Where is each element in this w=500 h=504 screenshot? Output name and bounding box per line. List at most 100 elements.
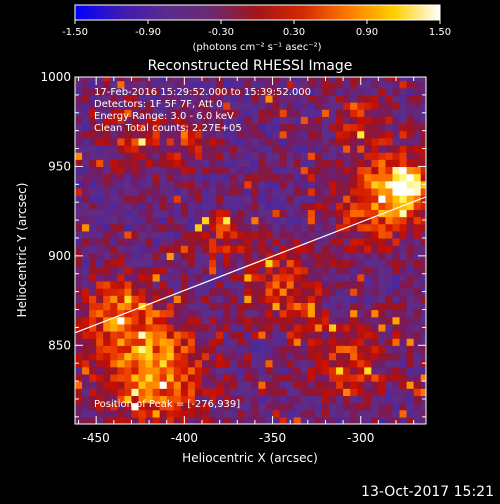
heatmap-cell [187, 302, 196, 311]
heatmap-cell [216, 159, 224, 168]
heatmap-cell [272, 144, 281, 153]
heatmap-cell [413, 223, 422, 232]
heatmap-cell [173, 166, 182, 175]
heatmap-cell [350, 388, 358, 396]
heatmap-cell [286, 266, 295, 275]
heatmap-cell [82, 273, 90, 282]
heatmap-cell [392, 202, 401, 210]
heatmap-cell [336, 295, 344, 303]
heatmap-cell [201, 216, 210, 225]
heatmap-cell [420, 373, 426, 382]
heatmap-cell [314, 144, 323, 153]
heatmap-cell [187, 123, 196, 132]
heatmap-cell [272, 123, 281, 132]
heatmap-cell [251, 245, 260, 253]
heatmap-cell [364, 216, 372, 225]
heatmap-cell [216, 388, 224, 396]
heatmap-cell [103, 402, 111, 411]
heatmap-cell [96, 159, 104, 168]
heatmap-cell [413, 373, 422, 382]
heatmap-cell [131, 245, 140, 253]
heatmap-cell [364, 345, 372, 354]
heatmap-cell [321, 94, 330, 103]
heatmap-cell [103, 259, 111, 268]
heatmap-cell [413, 323, 422, 332]
heatmap-cell [406, 381, 415, 389]
heatmap-cell [406, 237, 415, 246]
heatmap-cell [89, 402, 97, 411]
heatmap-cell [336, 130, 344, 139]
heatmap-cell [420, 137, 426, 146]
heatmap-cell [314, 195, 323, 203]
heatmap-cell [357, 195, 365, 203]
heatmap-cell [364, 123, 372, 132]
heatmap-cell [230, 245, 238, 253]
heatmap-cell [293, 223, 302, 232]
heatmap-cell [307, 130, 316, 139]
colorbar [74, 4, 441, 21]
heatmap-cell [378, 245, 387, 253]
heatmap-cell [230, 288, 238, 296]
heatmap-cell [251, 359, 260, 368]
heatmap-cell [279, 137, 288, 146]
heatmap-cell [371, 302, 379, 311]
heatmap-cell [307, 323, 316, 332]
heatmap-cell [159, 130, 168, 139]
heatmap-cell [293, 316, 302, 325]
heatmap-cell [138, 123, 147, 132]
heatmap-cell [187, 280, 196, 289]
heatmap-cell [300, 381, 309, 389]
heatmap-cell [166, 395, 175, 404]
heatmap-cell [166, 366, 175, 375]
heatmap-cell [364, 87, 372, 96]
heatmap-cell [223, 94, 231, 103]
heatmap-cell [82, 409, 90, 418]
heatmap-cell [307, 152, 316, 160]
heatmap-cell [244, 309, 252, 318]
heatmap-cell [230, 130, 238, 139]
heatmap-cell [230, 345, 238, 354]
heatmap-cell [145, 223, 154, 232]
heatmap-cell [399, 402, 408, 411]
heatmap-cell [371, 316, 379, 325]
heatmap-cell [89, 137, 97, 146]
heatmap-cell [265, 288, 274, 296]
heatmap-cell [194, 373, 203, 382]
heatmap-cell [96, 144, 104, 153]
heatmap-cell [420, 316, 426, 325]
heatmap-cell [314, 388, 323, 396]
heatmap-cell [279, 80, 288, 89]
heatmap-cell [371, 266, 379, 275]
heatmap-cell [152, 245, 161, 253]
heatmap-cell [194, 152, 203, 160]
heatmap-cell [89, 209, 97, 218]
heatmap-cell [194, 173, 203, 182]
heatmap-cell [201, 245, 210, 253]
heatmap-cell [406, 216, 415, 225]
heatmap-cell [293, 109, 302, 117]
heatmap-cell [420, 166, 426, 175]
heatmap-cell [300, 395, 309, 404]
heatmap-cell [223, 409, 231, 418]
heatmap-cell [216, 87, 224, 96]
heatmap-cell [194, 187, 203, 196]
heatmap-cell [378, 345, 387, 354]
heatmap-cell [357, 338, 365, 346]
heatmap-cell [314, 159, 323, 168]
heatmap-cell [180, 102, 189, 110]
heatmap-cell [237, 180, 245, 189]
heatmap-cell [406, 288, 415, 296]
heatmap-cell [209, 77, 217, 82]
heatmap-cell [279, 280, 288, 289]
heatmap-cell [300, 166, 309, 175]
heatmap-cell [166, 180, 175, 189]
heatmap-cell [209, 288, 217, 296]
heatmap-cell [145, 187, 154, 196]
heatmap-cell [173, 123, 182, 132]
heatmap-cell [265, 352, 274, 361]
heatmap-cell [159, 166, 168, 175]
heatmap-cell [89, 273, 97, 282]
heatmap-cell [152, 280, 161, 289]
heatmap-cell [138, 280, 147, 289]
